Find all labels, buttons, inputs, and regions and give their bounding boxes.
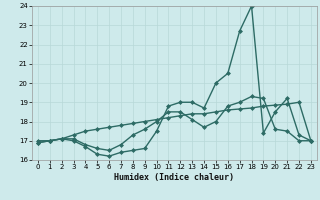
X-axis label: Humidex (Indice chaleur): Humidex (Indice chaleur) (115, 173, 234, 182)
